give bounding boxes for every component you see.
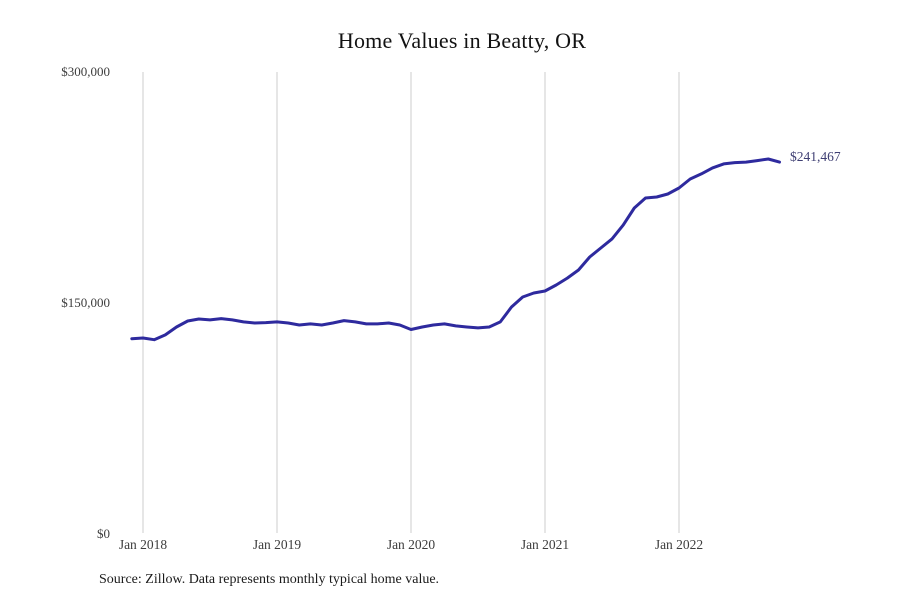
x-axis-tick-jan-2020: Jan 2020 bbox=[386, 537, 436, 552]
x-axis-tick-jan-2022: Jan 2022 bbox=[654, 537, 704, 552]
chart-title: Home Values in Beatty, OR bbox=[337, 28, 587, 53]
y-axis-tick-300k: $300,000 bbox=[61, 64, 110, 79]
last-value-label: $241,467 bbox=[790, 149, 841, 164]
y-axis-tick-150k: $150,000 bbox=[61, 295, 110, 310]
source-note: Source: Zillow. Data represents monthly … bbox=[99, 572, 440, 587]
x-axis-tick-jan-2021: Jan 2021 bbox=[520, 537, 570, 552]
x-axis-tick-jan-2018: Jan 2018 bbox=[118, 537, 168, 552]
home-value-line bbox=[130, 157, 781, 342]
y-axis-tick-0: $0 bbox=[97, 526, 110, 541]
x-axis-tick-jan-2019: Jan 2019 bbox=[252, 537, 302, 552]
